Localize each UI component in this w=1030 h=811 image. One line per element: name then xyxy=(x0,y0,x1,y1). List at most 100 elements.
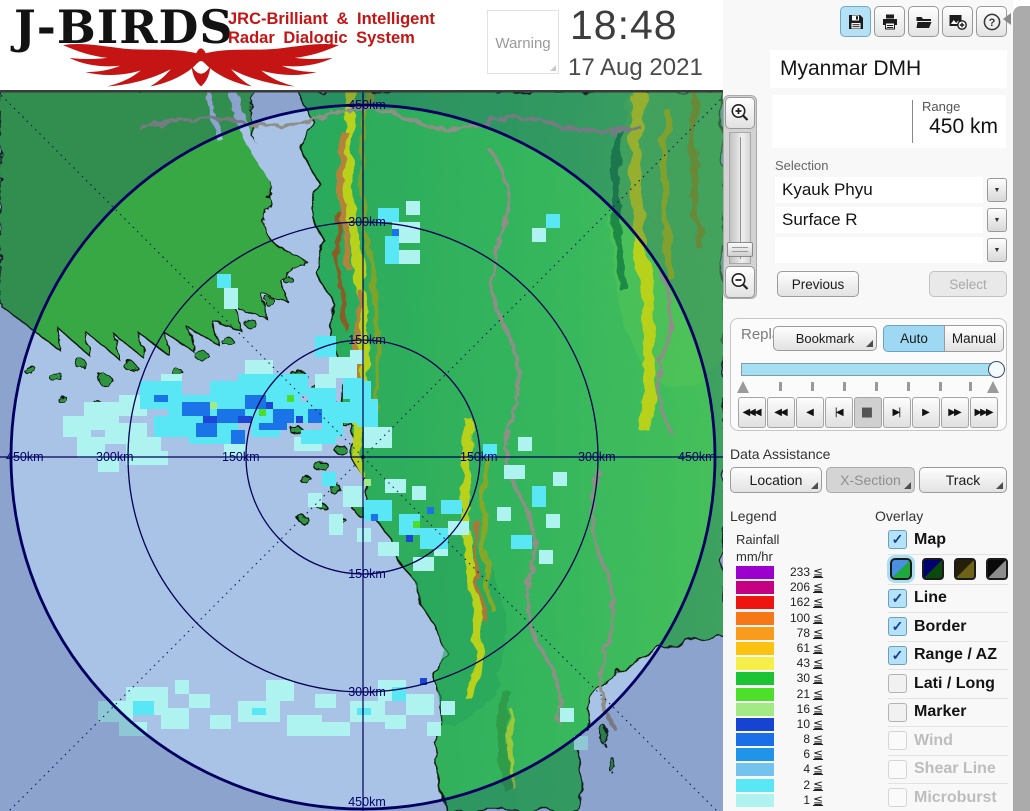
overlay-item-label: Line xyxy=(914,589,947,607)
legend-value: 43 xyxy=(796,656,810,671)
range-divider xyxy=(912,100,913,143)
checkbox-range-az[interactable]: ✓ xyxy=(888,645,907,665)
legend-leq-symbol: ≦ xyxy=(813,595,824,610)
previous-button[interactable]: Previous xyxy=(777,271,859,297)
location-button[interactable]: Location xyxy=(730,467,822,493)
zoom-slider-track[interactable] xyxy=(727,132,753,264)
selection-dropdown-extra[interactable] xyxy=(775,237,983,263)
range-box: Range 450 km xyxy=(772,95,1006,148)
legend-row: 1 ≦ xyxy=(736,793,823,809)
zoom-in-button[interactable] xyxy=(725,97,755,129)
legend-row: 16 ≦ xyxy=(736,701,823,718)
checkbox-marker[interactable] xyxy=(888,702,907,722)
zoom-slider-thumb[interactable] xyxy=(727,242,753,257)
ring-label-n300: 300km xyxy=(348,215,386,229)
overlay-item-label: Marker xyxy=(914,703,967,721)
playback-rewind-fastest[interactable]: ◀◀◀ xyxy=(738,397,766,428)
overlay-item-marker: Marker xyxy=(888,699,1008,727)
map-style-swatch-3[interactable] xyxy=(954,558,976,580)
mainland xyxy=(298,89,724,811)
site-dropdown-arrow-icon[interactable] xyxy=(987,178,1007,202)
playback-step-backward[interactable]: |◀ xyxy=(825,397,853,428)
overlay-item-border: ✓ Border xyxy=(888,613,1008,642)
selection-dropdown-product[interactable]: Surface R xyxy=(775,207,983,233)
manual-button[interactable]: Manual xyxy=(944,325,1004,352)
legend-value: 16 xyxy=(796,701,810,716)
bookmark-button[interactable]: Bookmark xyxy=(773,326,877,351)
ring-label-s300: 300km xyxy=(348,685,386,699)
overlay-item-shear-line: Shear Line xyxy=(888,756,1008,784)
ring-label-e150: 150km xyxy=(460,450,498,464)
range-start-marker-icon[interactable] xyxy=(737,381,749,393)
selection-dropdown-site[interactable]: Kyauk Phyu xyxy=(775,177,983,203)
legend-leq-symbol: ≦ xyxy=(813,610,824,625)
legend-row: 233 ≦ xyxy=(736,566,823,581)
playback-controls: ◀◀◀ ◀◀ ◀ |◀ ■ ▶| ▶ ▶▶ ▶▶▶ xyxy=(738,397,998,428)
playback-forward-fast[interactable]: ▶▶ xyxy=(941,397,969,428)
extra-dropdown-arrow-icon[interactable] xyxy=(987,238,1007,262)
x-section-button[interactable]: X-Section xyxy=(826,467,915,493)
legend-leq-symbol: ≦ xyxy=(813,625,824,640)
legend-color-swatch xyxy=(736,763,774,777)
map-style-row xyxy=(888,555,1008,585)
ring-label-e300: 300km xyxy=(578,450,616,464)
replay-group: Replay Bookmark Auto Manual ◀◀◀ ◀◀ ◀ |◀ ■ ▶| ▶… xyxy=(730,318,1007,431)
ring-label-n450: 450km xyxy=(348,98,386,112)
playback-play[interactable]: ▶ xyxy=(912,397,940,428)
map-style-swatch-1[interactable] xyxy=(890,558,912,580)
add-image-button[interactable] xyxy=(942,6,973,37)
replay-progress-slider[interactable] xyxy=(741,361,1005,378)
product-dropdown-arrow-icon[interactable] xyxy=(987,208,1007,232)
print-button[interactable] xyxy=(874,6,905,37)
playback-step-forward[interactable]: ▶| xyxy=(883,397,911,428)
legend-value: 61 xyxy=(796,640,810,655)
playback-rewind-fast[interactable]: ◀◀ xyxy=(767,397,795,428)
legend-color-swatch xyxy=(736,687,774,701)
station-name: Myanmar DMH xyxy=(770,50,1007,88)
panel-collapse-strip[interactable] xyxy=(1013,6,1030,811)
checkbox-border[interactable]: ✓ xyxy=(888,617,907,637)
legend-value: 10 xyxy=(796,716,810,731)
overlay-label: Overlay xyxy=(875,508,924,524)
legend-leq-symbol: ≦ xyxy=(813,565,824,579)
clock-time: 18:48 xyxy=(570,2,678,48)
warning-box[interactable]: Warning xyxy=(487,10,559,74)
logo-subtitle-line1: JRC-Brilliant & Intelligent xyxy=(228,10,435,28)
legend-leq-symbol: ≦ xyxy=(813,580,824,595)
ring-labels: 450km 300km 150km 150km 300km 450km 450k… xyxy=(6,98,716,809)
track-button[interactable]: Track xyxy=(919,467,1007,493)
legend-unit: Rainfall mm/hr xyxy=(736,531,779,565)
map-style-swatch-2[interactable] xyxy=(922,558,944,580)
slider-knob[interactable] xyxy=(988,361,1005,378)
playback-forward-fastest[interactable]: ▶▶▶ xyxy=(970,397,998,428)
playback-stop[interactable]: ■ xyxy=(854,397,882,428)
checkbox-map[interactable]: ✓ xyxy=(888,530,907,550)
legend-row: 8 ≦ xyxy=(736,733,823,748)
map-zoom-control xyxy=(723,95,757,299)
selection-label: Selection xyxy=(775,158,829,173)
panel-collapse-icon[interactable] xyxy=(1003,13,1011,25)
select-button[interactable]: Select xyxy=(929,271,1007,297)
toolbar: ? xyxy=(840,6,1007,37)
legend-color-swatch xyxy=(736,611,774,625)
legend-value: 21 xyxy=(796,686,810,701)
radar-map[interactable]: 450km 300km 150km 150km 300km 450km 450k… xyxy=(0,0,821,811)
tick xyxy=(843,382,846,391)
legend-leq-symbol: ≦ xyxy=(813,656,824,671)
checkbox-line[interactable]: ✓ xyxy=(888,588,907,608)
legend-row: 100 ≦ xyxy=(736,610,824,627)
open-folder-button[interactable] xyxy=(908,6,939,37)
range-end-marker-icon[interactable] xyxy=(987,381,999,393)
auto-button[interactable]: Auto xyxy=(883,325,945,352)
overlay-item-microburst: Microburst xyxy=(888,784,1008,811)
map-style-swatch-4[interactable] xyxy=(986,558,1008,580)
ring-label-e450: 450km xyxy=(678,450,716,464)
playback-play-backward[interactable]: ◀ xyxy=(796,397,824,428)
save-button[interactable] xyxy=(840,6,871,37)
zoom-out-button[interactable] xyxy=(725,266,755,298)
ring-label-w450: 450km xyxy=(6,450,44,464)
ring-label-s150: 150km xyxy=(348,567,386,581)
add-image-icon xyxy=(949,15,967,30)
checkbox-lati-long[interactable] xyxy=(888,674,907,694)
